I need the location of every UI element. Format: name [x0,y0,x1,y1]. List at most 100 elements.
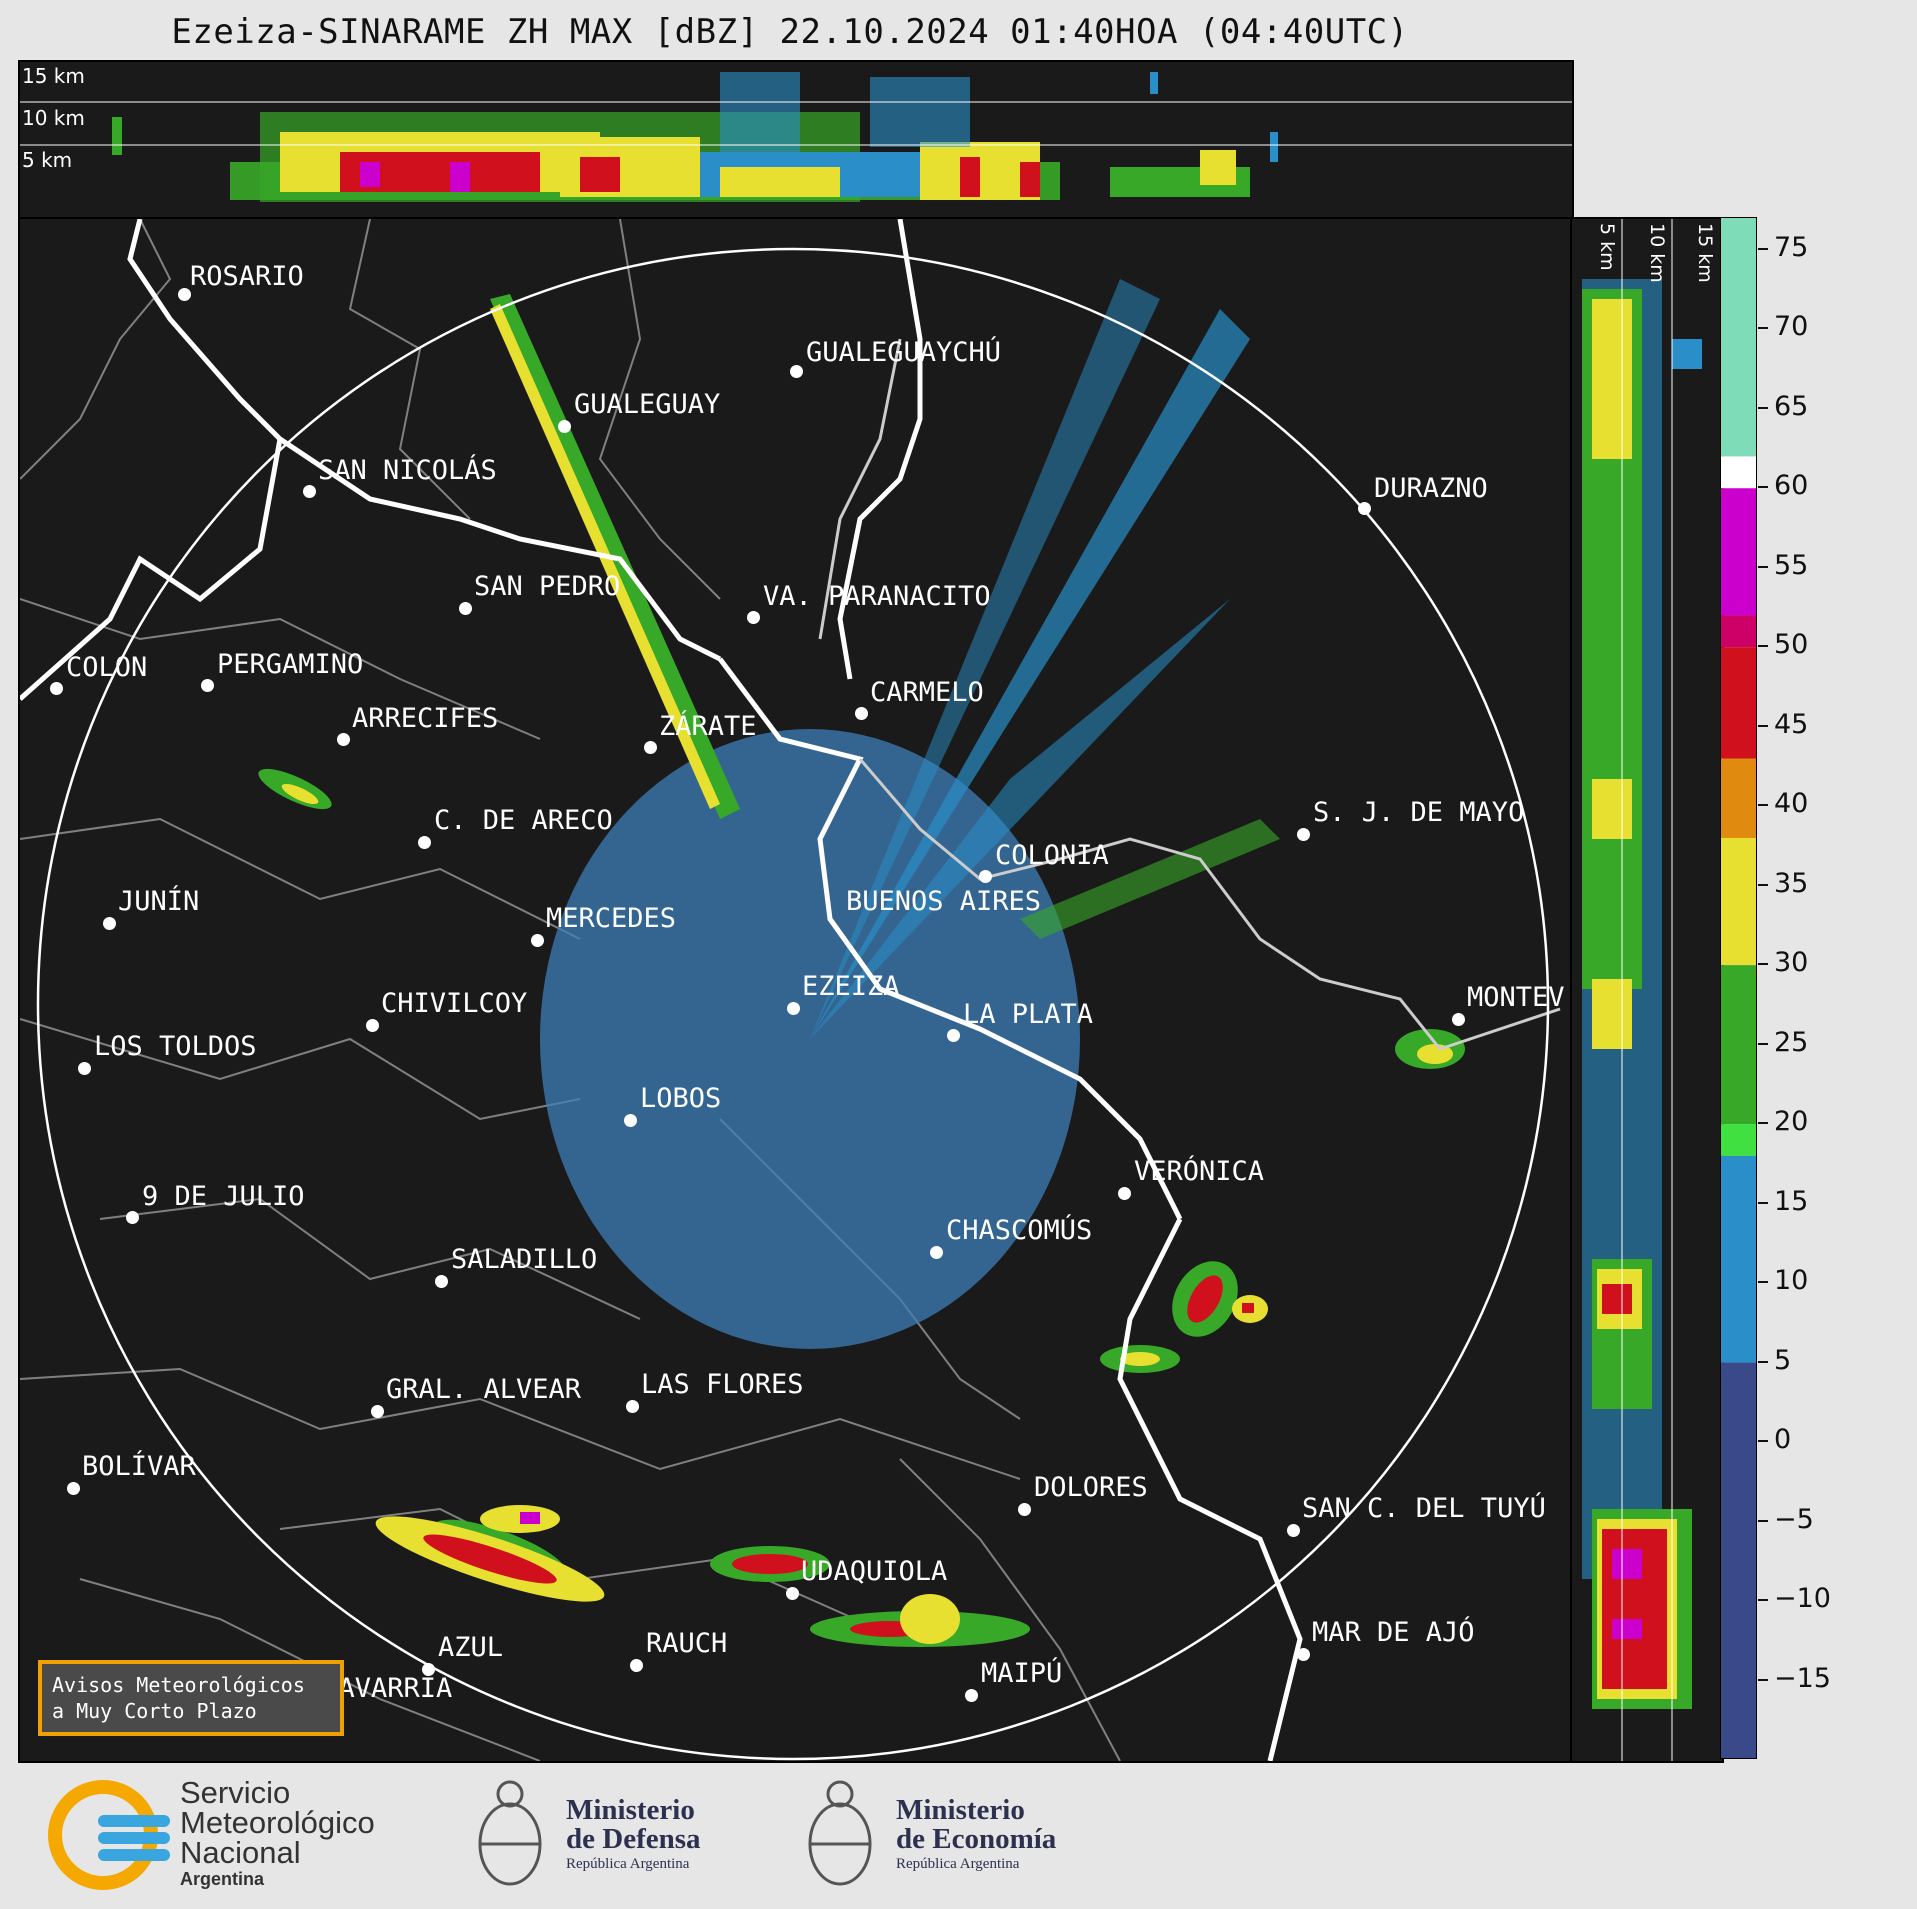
colorbar-tick [1758,645,1768,648]
top-cross-section-panel: 15 km 10 km 5 km [18,60,1574,221]
colorbar-tick-label: 15 [1774,1185,1809,1217]
city-label-rauch[interactable]: RAUCH [646,1628,728,1659]
footer-logos: Servicio Meteorológico Nacional Argentin… [0,1762,1917,1909]
city-dot-va-paranacito [747,611,760,624]
city-dot-las-flores [626,1400,639,1413]
colorbar-tick [1758,1281,1768,1284]
city-label-ezeiza[interactable]: EZEIZA [802,971,900,1002]
city-label-junin[interactable]: JUNÍN [118,886,200,917]
economia-line-2: de Economía [896,1823,1057,1855]
city-dot-mercedes [531,934,544,947]
top-echo-bands [112,72,1278,202]
city-dot-san-nicolas [303,485,316,498]
colorbar-tick-label: −10 [1774,1583,1831,1615]
city-dot-rauch [630,1659,643,1672]
city-label-sj-de-mayo[interactable]: S. J. DE MAYO [1313,797,1525,828]
city-label-bolivar[interactable]: BOLÍVAR [82,1451,196,1482]
colorbar-tick [1758,1360,1768,1363]
colorbar-tick-label: 55 [1774,549,1809,581]
colorbar-tick-label: 50 [1774,629,1809,661]
city-label-zarate[interactable]: ZÁRATE [659,711,757,742]
radar-echo-area [490,279,1280,1349]
top-5km-label: 5 km [22,148,73,172]
city-label-pergamino[interactable]: PERGAMINO [217,649,364,680]
city-dot-pergamino [201,679,214,692]
radar-map-panel[interactable]: ROSARIO GUALEGUAYCHÚ GUALEGUAY SAN NICOL… [18,217,1574,1763]
city-label-san-pedro[interactable]: SAN PEDRO [474,571,621,602]
city-dot-veronica [1118,1187,1131,1200]
city-label-mar-de-ajo[interactable]: MAR DE AJÓ [1312,1617,1475,1648]
defensa-escudo-icon [478,1780,542,1886]
city-label-carmelo[interactable]: CARMELO [870,677,984,708]
city-label-buenos-aires[interactable]: BUENOS AIRES [846,886,1042,917]
side-cross-section-panel: 5 km 10 km 15 km [1570,217,1724,1763]
colorbar-tick-label: 25 [1774,1026,1809,1058]
city-label-durazno[interactable]: DURAZNO [1374,473,1488,504]
colorbar-tick-label: 60 [1774,470,1809,502]
city-dot-gualeguaychu [790,365,803,378]
city-label-lobos[interactable]: LOBOS [640,1083,722,1114]
colorbar-band [1721,647,1756,759]
colorbar-band [1721,488,1756,616]
colorbar-band [1721,1362,1756,1758]
uruguay-coast [818,338,1561,1051]
city-label-la-plata[interactable]: LA PLATA [963,999,1094,1030]
defensa-logo-text: Ministerio de Defensa República Argentin… [566,1796,701,1874]
economia-logo-text: Ministerio de Economía República Argenti… [896,1796,1056,1874]
city-label-gualeguaychu[interactable]: GUALEGUAYCHÚ [806,337,1002,368]
city-label-chascomus[interactable]: CHASCOMÚS [946,1215,1093,1246]
colorbar-tick-label: 30 [1774,947,1809,979]
city-dot-sj-de-mayo [1297,828,1310,841]
city-label-colonia[interactable]: COLONIA [995,840,1109,871]
city-label-veronica[interactable]: VERÓNICA [1134,1156,1265,1187]
city-label-azul[interactable]: AZUL [438,1632,504,1663]
city-dot-chivilcoy [366,1019,379,1032]
city-label-las-flores[interactable]: LAS FLORES [641,1369,804,1400]
colorbar-band [1721,615,1756,648]
side-5km-label: 5 km [1596,223,1618,271]
city-dot-udaquiola [786,1587,799,1600]
city-label-arrecifes[interactable]: ARRECIFES [352,703,499,734]
smn-line-3: Nacional [180,1835,301,1870]
colorbar-tick [1758,963,1768,966]
colorbar-tick [1758,1122,1768,1125]
colorbar-tick [1758,406,1768,409]
city-label-saladillo[interactable]: SALADILLO [451,1244,598,1275]
avisos-badge[interactable]: Avisos Meteorológicos a Muy Corto Plazo [38,1660,344,1736]
city-label-mercedes[interactable]: MERCEDES [546,903,677,934]
city-label-montevideo[interactable]: MONTEV [1467,982,1565,1013]
top-10km-label: 10 km [22,106,85,130]
city-label-va-paranacito[interactable]: VA. PARANACITO [763,581,991,612]
colorbar-tick [1758,565,1768,568]
city-label-udaquiola[interactable]: UDAQUIOLA [801,1556,948,1587]
city-dot-zarate [644,741,657,754]
economia-line-1: Ministerio [896,1794,1025,1826]
city-label-9-de-julio[interactable]: 9 DE JULIO [142,1181,305,1212]
colorbar-tick [1758,804,1768,807]
city-label-rosario[interactable]: ROSARIO [190,261,304,292]
colorbar-tick [1758,1201,1768,1204]
smn-logo-text: Servicio Meteorológico Nacional Argentin… [180,1777,375,1890]
radar-map-svg[interactable] [20,219,1572,1761]
city-label-gral-alvear[interactable]: GRAL. ALVEAR [386,1374,582,1405]
city-label-maipu[interactable]: MAIPÚ [981,1658,1063,1689]
city-dot-junin [103,917,116,930]
province-borders [20,219,1121,1761]
colorbar-tick-label: −15 [1774,1662,1831,1694]
city-label-gualeguay[interactable]: GUALEGUAY [574,389,721,420]
city-label-c-de-areco[interactable]: C. DE ARECO [434,805,613,836]
colorbar-tick-label: 70 [1774,311,1809,343]
city-label-chivilcoy[interactable]: CHIVILCOY [381,988,528,1019]
city-label-colon[interactable]: COLON [66,652,148,683]
city-dot-la-plata [947,1029,960,1042]
colorbar-tick-label: 10 [1774,1265,1809,1297]
city-label-san-nicolas[interactable]: SAN NICOLÁS [318,455,497,486]
colorbar-tick-label: 0 [1774,1424,1792,1456]
colorbar-tick [1758,247,1768,250]
city-label-san-c-del-tuyu[interactable]: SAN C. DEL TUYÚ [1302,1493,1546,1524]
city-dot-rosario [178,288,191,301]
defensa-line-2: de Defensa [566,1823,701,1855]
city-label-dolores[interactable]: DOLORES [1034,1472,1148,1503]
city-label-los-toldos[interactable]: LOS TOLDOS [94,1031,257,1062]
side-15km-label: 15 km [1694,223,1716,283]
